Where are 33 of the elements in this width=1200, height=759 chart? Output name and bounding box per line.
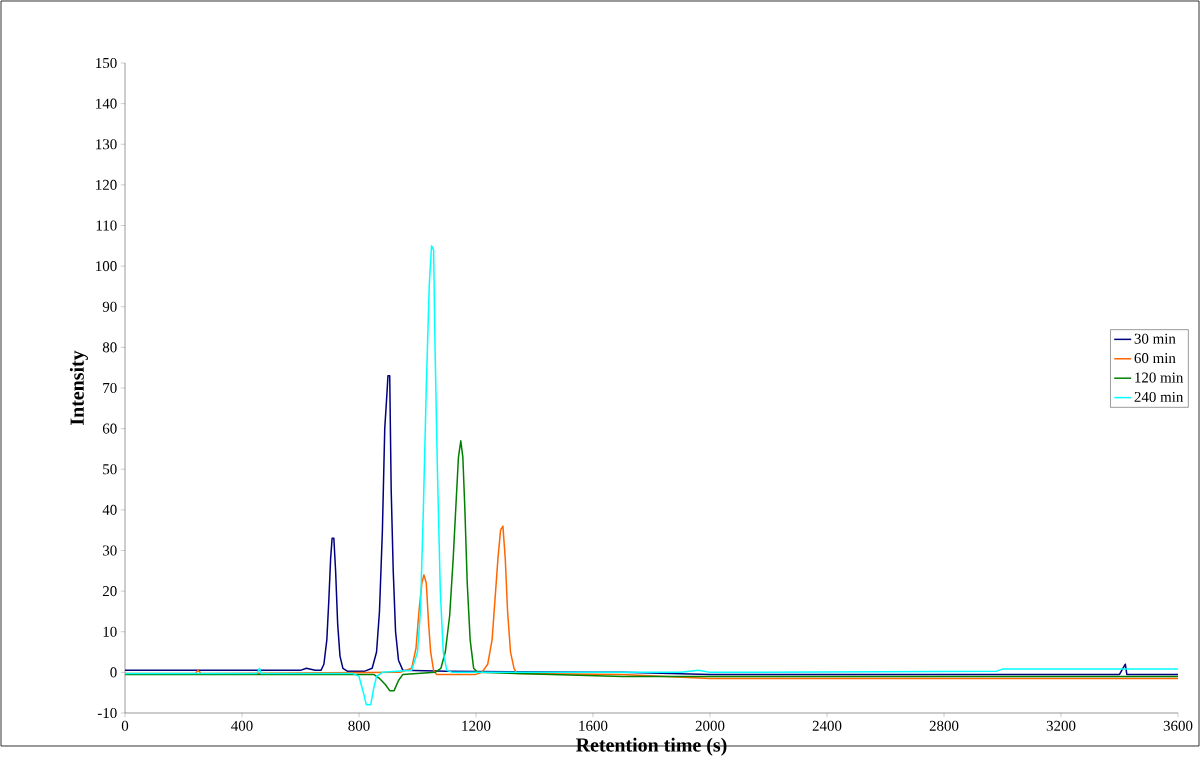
y-tick-label: 40 xyxy=(102,504,117,515)
y-tick-label: 140 xyxy=(96,98,117,109)
x-tick-label: 1600 xyxy=(579,720,608,731)
y-tick-label: 60 xyxy=(102,423,117,434)
x-tick-label: 2400 xyxy=(812,720,842,731)
y-tick-label: 90 xyxy=(102,301,117,312)
x-tick-label: 2000 xyxy=(695,720,725,731)
y-tick-label: 150 xyxy=(96,57,117,68)
y-tick-label: 70 xyxy=(103,382,117,393)
x-tick-label: 400 xyxy=(231,720,253,731)
legend-label: 30 min xyxy=(1134,333,1176,344)
y-tick-label: 20 xyxy=(102,586,117,597)
legend-label: 60 min xyxy=(1134,353,1176,364)
y-tick-label: 0 xyxy=(110,667,117,678)
x-tick-label: 1200 xyxy=(462,720,491,731)
y-tick-label: 50 xyxy=(103,464,117,475)
x-tick-label: 3600 xyxy=(1163,720,1193,731)
y-tick-label: 120 xyxy=(96,179,117,190)
x-tick-label: 0 xyxy=(121,720,129,731)
x-tick-label: 3200 xyxy=(1046,720,1076,731)
y-tick-label: 100 xyxy=(96,261,117,272)
y-tick-label: 30 xyxy=(103,545,117,556)
y-tick-label: -10 xyxy=(97,707,117,718)
legend-label: 240 min xyxy=(1134,391,1184,402)
y-axis-title: Intensity xyxy=(69,350,88,425)
y-tick-label: 130 xyxy=(96,139,117,150)
y-tick-label: 110 xyxy=(96,220,117,231)
legend-label: 120 min xyxy=(1135,372,1184,383)
x-tick-label: 800 xyxy=(348,720,370,731)
y-tick-label: 10 xyxy=(103,626,117,637)
x-tick-label: 2800 xyxy=(929,720,959,731)
y-tick-label: 80 xyxy=(102,342,117,353)
x-axis-title: Retention time (s) xyxy=(576,737,727,756)
